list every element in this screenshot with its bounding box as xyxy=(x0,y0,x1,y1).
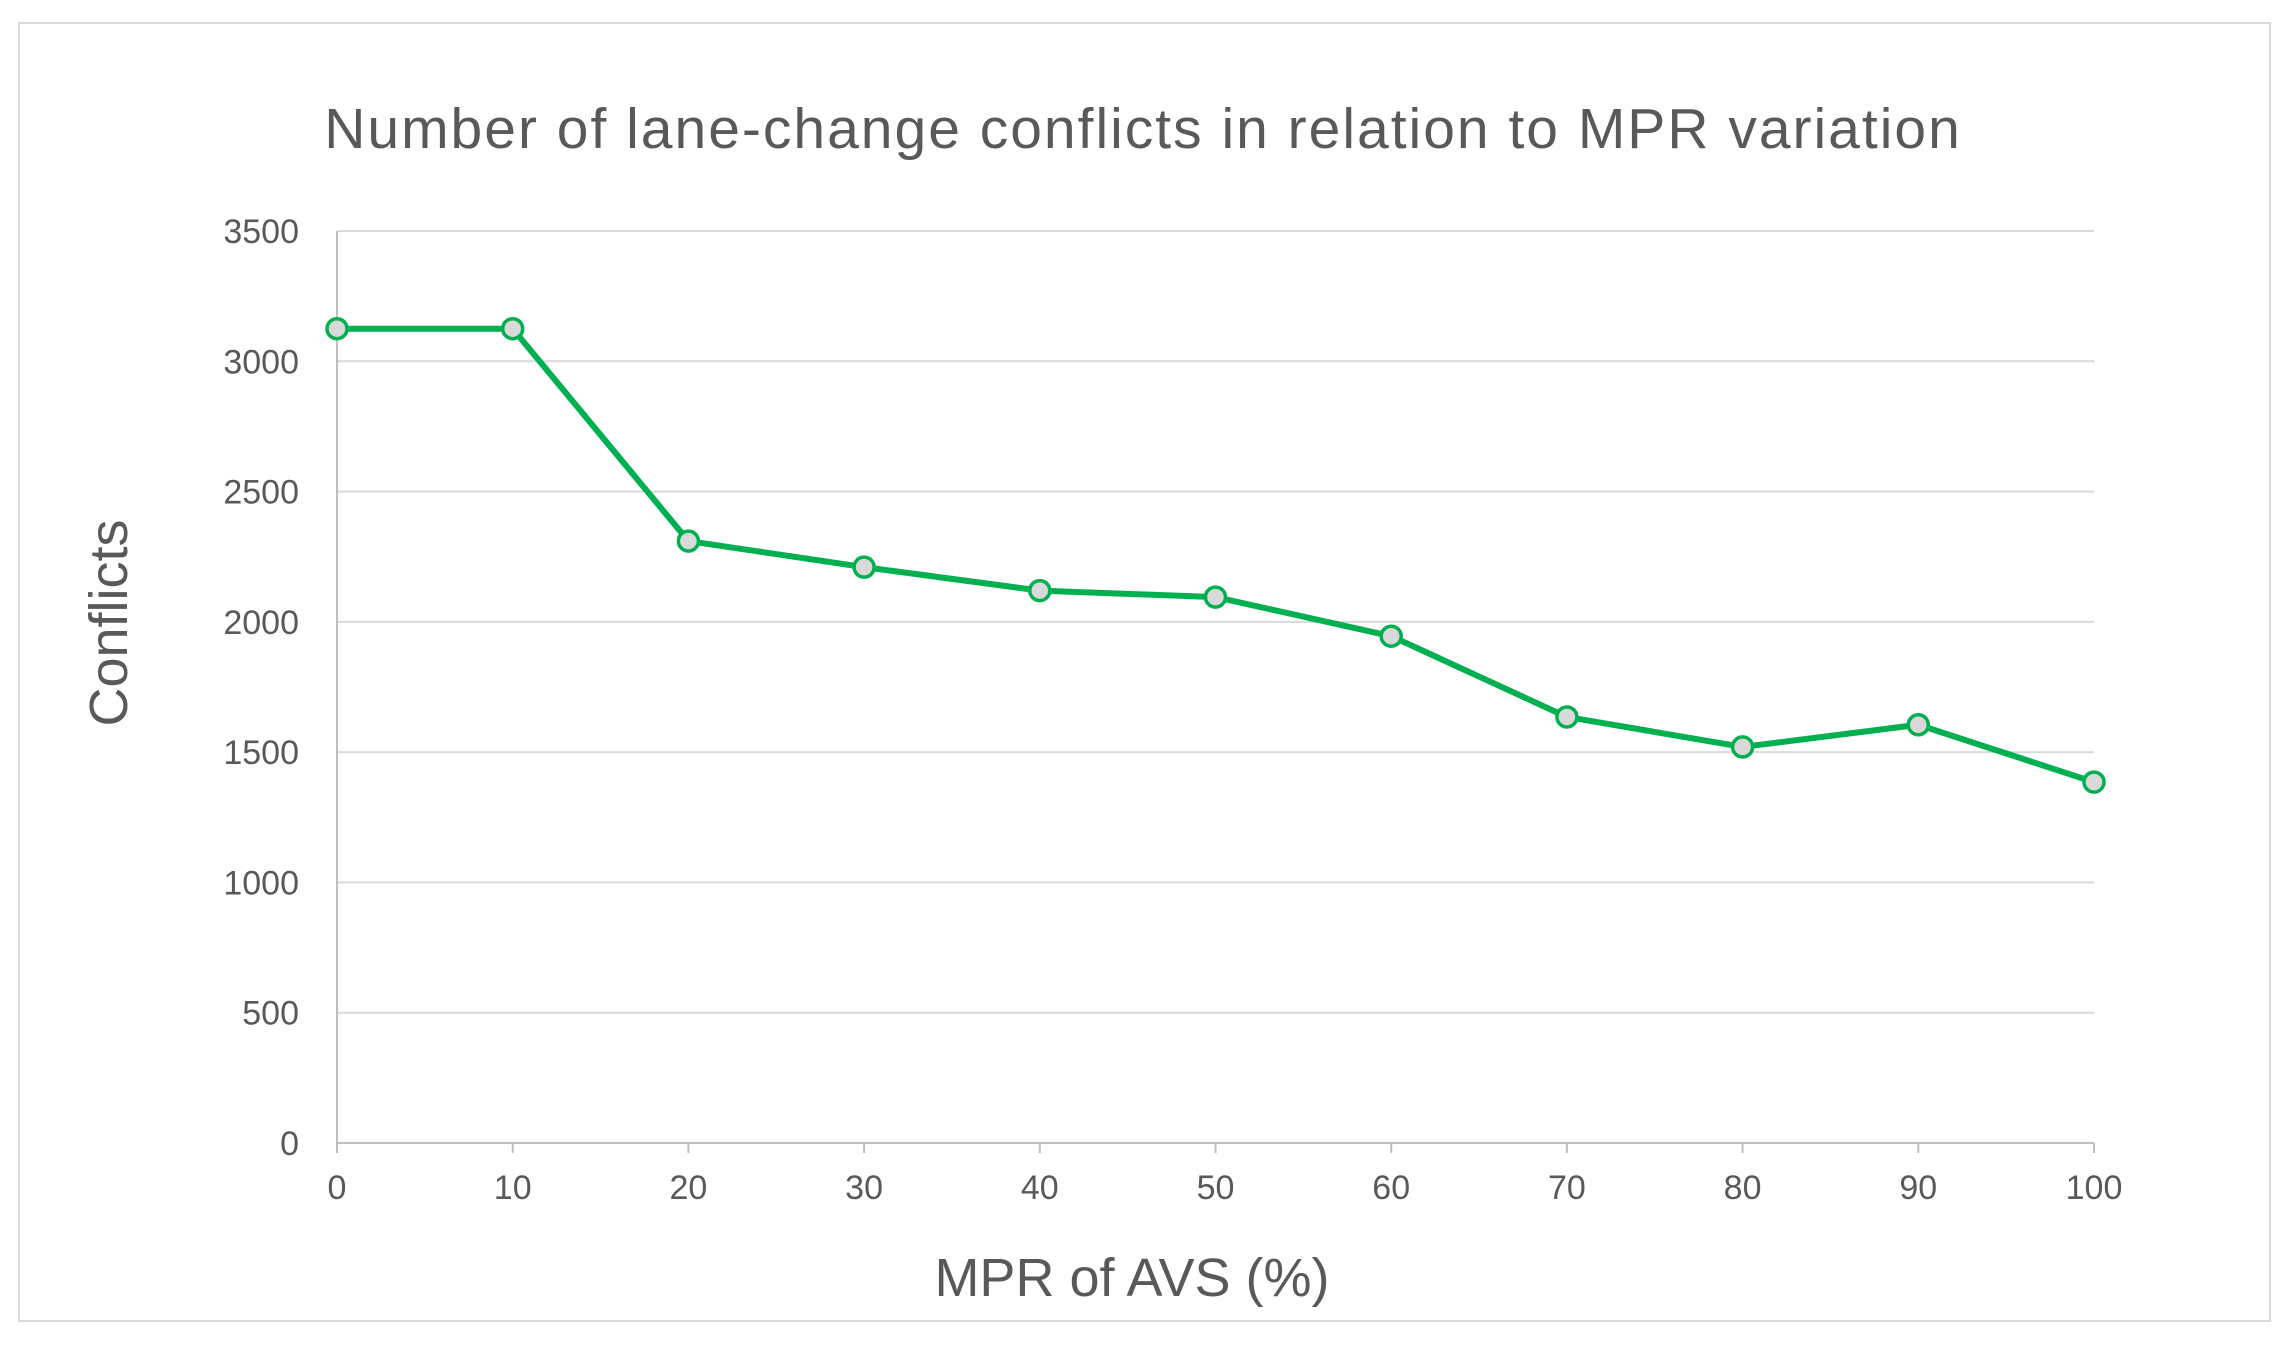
data-point xyxy=(676,529,701,553)
y-tick-label: 2000 xyxy=(223,604,299,642)
chart-title: Number of lane-change conflicts in relat… xyxy=(324,97,1962,161)
x-tick-label: 100 xyxy=(2066,1169,2123,1207)
y-tick-label: 1500 xyxy=(223,734,299,772)
data-point xyxy=(1203,585,1228,609)
y-tick-label: 0 xyxy=(280,1125,299,1163)
x-tick-label: 20 xyxy=(669,1169,707,1207)
x-tick-label: 10 xyxy=(494,1169,532,1207)
data-point xyxy=(1379,624,1403,648)
chart-frame xyxy=(18,22,2271,1322)
grid-layer xyxy=(337,230,2094,1014)
y-tick-label: 3000 xyxy=(223,343,299,381)
x-tick-label: 30 xyxy=(845,1169,883,1207)
y-tick-label: 3500 xyxy=(223,213,299,251)
x-tick-label: 0 xyxy=(328,1169,347,1207)
series-layer xyxy=(334,325,2097,786)
x-tick-labels: 0 10 20 30 40 50 60 70 80 90 100 xyxy=(328,1169,2123,1207)
y-tick-label: 500 xyxy=(242,995,299,1033)
y-axis-title: Conflicts xyxy=(79,519,139,726)
axis-layer xyxy=(336,231,2095,1153)
data-point xyxy=(1730,735,1755,759)
x-tick-label: 80 xyxy=(1724,1169,1762,1207)
data-point xyxy=(852,555,876,579)
y-tick-label: 2500 xyxy=(223,474,299,512)
x-tick-label: 50 xyxy=(1197,1169,1235,1207)
data-point xyxy=(325,316,349,341)
series-line xyxy=(334,325,2097,786)
marker-layer xyxy=(325,316,2106,794)
x-tick-label: 60 xyxy=(1372,1169,1410,1207)
y-tick-labels: 0 500 1000 1500 2000 2500 3000 3500 xyxy=(223,213,299,1163)
x-tick-label: 70 xyxy=(1548,1169,1586,1207)
data-point xyxy=(2082,770,2106,794)
data-point xyxy=(1555,705,1579,729)
y-tick-label: 1000 xyxy=(223,864,299,902)
data-point xyxy=(500,316,525,341)
data-point xyxy=(1906,713,1931,737)
x-tick-label: 90 xyxy=(1899,1169,1937,1207)
data-point xyxy=(1028,578,1052,603)
x-axis-title: MPR of AVS (%) xyxy=(934,1248,1329,1308)
x-tick-label: 40 xyxy=(1021,1169,1059,1207)
